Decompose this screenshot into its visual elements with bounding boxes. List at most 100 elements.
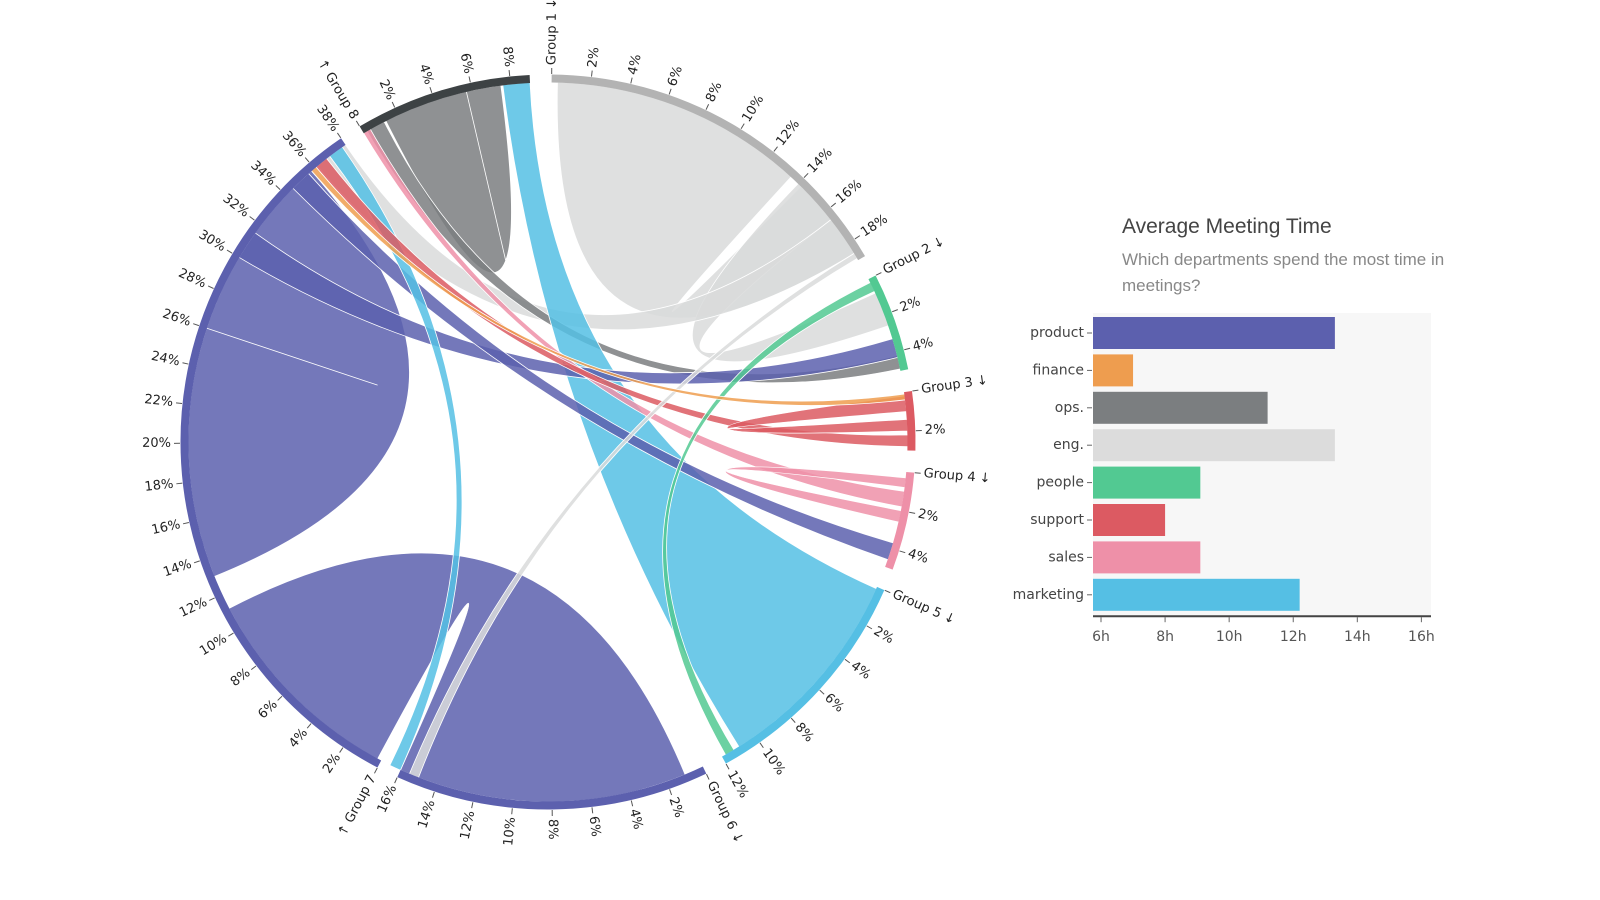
- group-arc-8[interactable]: [359, 74, 531, 134]
- group-2-tick: [875, 272, 882, 276]
- group-7-tick-label: 38%: [313, 102, 342, 134]
- group-7-tick-label: 6%: [255, 697, 280, 722]
- group-7-tick-label: 26%: [161, 306, 193, 329]
- group-8-tick: [391, 101, 396, 108]
- group-6-tick-label: 6%: [586, 815, 603, 837]
- y-tick-label: finance: [1033, 362, 1084, 378]
- group-5-tick-label: 10%: [759, 746, 788, 778]
- y-tick-label: people: [1037, 475, 1084, 491]
- group-4-tick-label: 2%: [917, 507, 940, 526]
- group-arc-5[interactable]: [722, 586, 885, 764]
- group-7-tick-label: 8%: [228, 666, 253, 690]
- group-6-tick: [669, 789, 673, 796]
- x-tick-label: 8h: [1156, 629, 1174, 645]
- group-1-tick-label: 18%: [858, 212, 890, 240]
- group-6-tick-label: 12%: [458, 810, 479, 841]
- group-1-tick-label: 4%: [625, 53, 644, 76]
- group-8-tick-label: 6%: [457, 52, 476, 75]
- group-5-tick-label: 8%: [792, 720, 817, 745]
- group-7-tick-label: 30%: [196, 227, 229, 255]
- group-8-tick-label: 8%: [499, 46, 516, 68]
- group-6-tick: [431, 791, 435, 798]
- group-7-tick: [209, 597, 215, 601]
- group-4-tick: [909, 511, 916, 514]
- group-arc-7[interactable]: [180, 138, 382, 768]
- x-tick-label: 12h: [1280, 629, 1307, 645]
- bar-finance[interactable]: [1093, 354, 1134, 387]
- group-7-tick: [277, 695, 283, 701]
- group-5-tick-label: 12%: [724, 768, 751, 801]
- bar-people[interactable]: [1093, 466, 1201, 499]
- group-4-tick: [899, 550, 906, 554]
- group-4-label: Group 4 ↓: [923, 466, 991, 487]
- group-arc-3[interactable]: [904, 391, 916, 451]
- chord-ribbons: [187, 81, 909, 803]
- group-7-tick: [250, 665, 257, 671]
- group-7-tick-label: 32%: [220, 191, 252, 220]
- group-7-tick-label: 14%: [161, 557, 193, 581]
- group-2-tick: [904, 347, 911, 351]
- group-8-tick: [468, 76, 471, 83]
- group-6-tick-label: 14%: [415, 798, 438, 830]
- group-2-tick-label: 4%: [911, 335, 935, 355]
- bar-support[interactable]: [1093, 504, 1166, 536]
- group-7-tick: [176, 402, 183, 404]
- group-5-tick: [844, 658, 851, 664]
- group-1-tick: [854, 235, 861, 240]
- group-1-tick-label: 16%: [833, 177, 865, 207]
- group-6-tick-label: 10%: [501, 816, 519, 846]
- group-7-tick: [304, 157, 310, 163]
- group-2-tick-label: 2%: [898, 294, 923, 315]
- group-7-tick: [374, 767, 378, 774]
- group-6-tick: [591, 807, 594, 814]
- group-8-tick: [429, 86, 433, 93]
- chord-svg: Group 1 ↓ 2% 4% 6%8%10%12%14%16%18%Group 2 …: [142, 0, 991, 847]
- bar-product[interactable]: [1093, 317, 1335, 349]
- group-7-tick-label: 18%: [144, 477, 174, 495]
- group-7-tick: [228, 632, 234, 637]
- group-7-tick-label: 36%: [279, 128, 309, 160]
- group-6-tick-label: 4%: [626, 808, 645, 831]
- group-arc-6[interactable]: [397, 766, 707, 810]
- bar-marketing[interactable]: [1093, 578, 1300, 611]
- bar-chart-title: Average Meeting Time: [1122, 215, 1332, 238]
- group-4-tick-label: 4%: [906, 546, 930, 566]
- group-arc-2[interactable]: [868, 275, 909, 371]
- group-8-tick: [508, 69, 511, 77]
- group-7-tick: [193, 323, 200, 327]
- group-6-tick-label: 2%: [665, 795, 686, 819]
- chord-diagram: Group 1 ↓ 2% 4% 6% 8% 10% 12% 14% 16% 18% Group 2 …: [142, 0, 991, 847]
- bar-ops[interactable]: [1093, 391, 1268, 424]
- group-6-tick: [471, 802, 474, 809]
- bar-eng[interactable]: [1093, 429, 1335, 462]
- group-7-tick: [182, 362, 189, 365]
- group-arc-1[interactable]: [551, 74, 866, 261]
- group-1-tick-label: 8%: [703, 80, 725, 105]
- group-1-tick: [740, 123, 745, 129]
- y-tick-label: product: [1030, 325, 1084, 341]
- group-8-tick-label: 4%: [415, 62, 436, 86]
- x-tick-label: 14h: [1344, 629, 1371, 645]
- group-3-tick-label: 2%: [925, 422, 946, 438]
- group-7-tick: [193, 560, 200, 564]
- group-7-tick-label: 24%: [150, 349, 181, 370]
- group-8-tick: [355, 120, 360, 127]
- group-6-tick: [511, 808, 513, 815]
- group-5-tick: [884, 589, 891, 594]
- group-7-tick: [226, 249, 233, 254]
- bar-sales[interactable]: [1093, 541, 1201, 574]
- group-1-tick-label: 10%: [739, 93, 767, 125]
- group-2-tick: [891, 309, 898, 313]
- group-6-tick: [394, 777, 398, 784]
- y-tick-label: eng.: [1053, 437, 1084, 453]
- x-tick-label: 10h: [1216, 629, 1243, 645]
- group-7-tick-label: 34%: [247, 158, 278, 189]
- group-arc-4[interactable]: [885, 472, 915, 570]
- group-5-tick: [759, 742, 764, 749]
- group-6-tick: [630, 800, 634, 807]
- group-3-label: Group 3 ↓: [920, 373, 988, 397]
- group-1-tick: [630, 77, 633, 84]
- group-2-label: Group 2 ↓: [881, 234, 948, 278]
- group-8-tick-label: 2%: [376, 77, 398, 102]
- group-1-tick-label: 6%: [665, 64, 686, 88]
